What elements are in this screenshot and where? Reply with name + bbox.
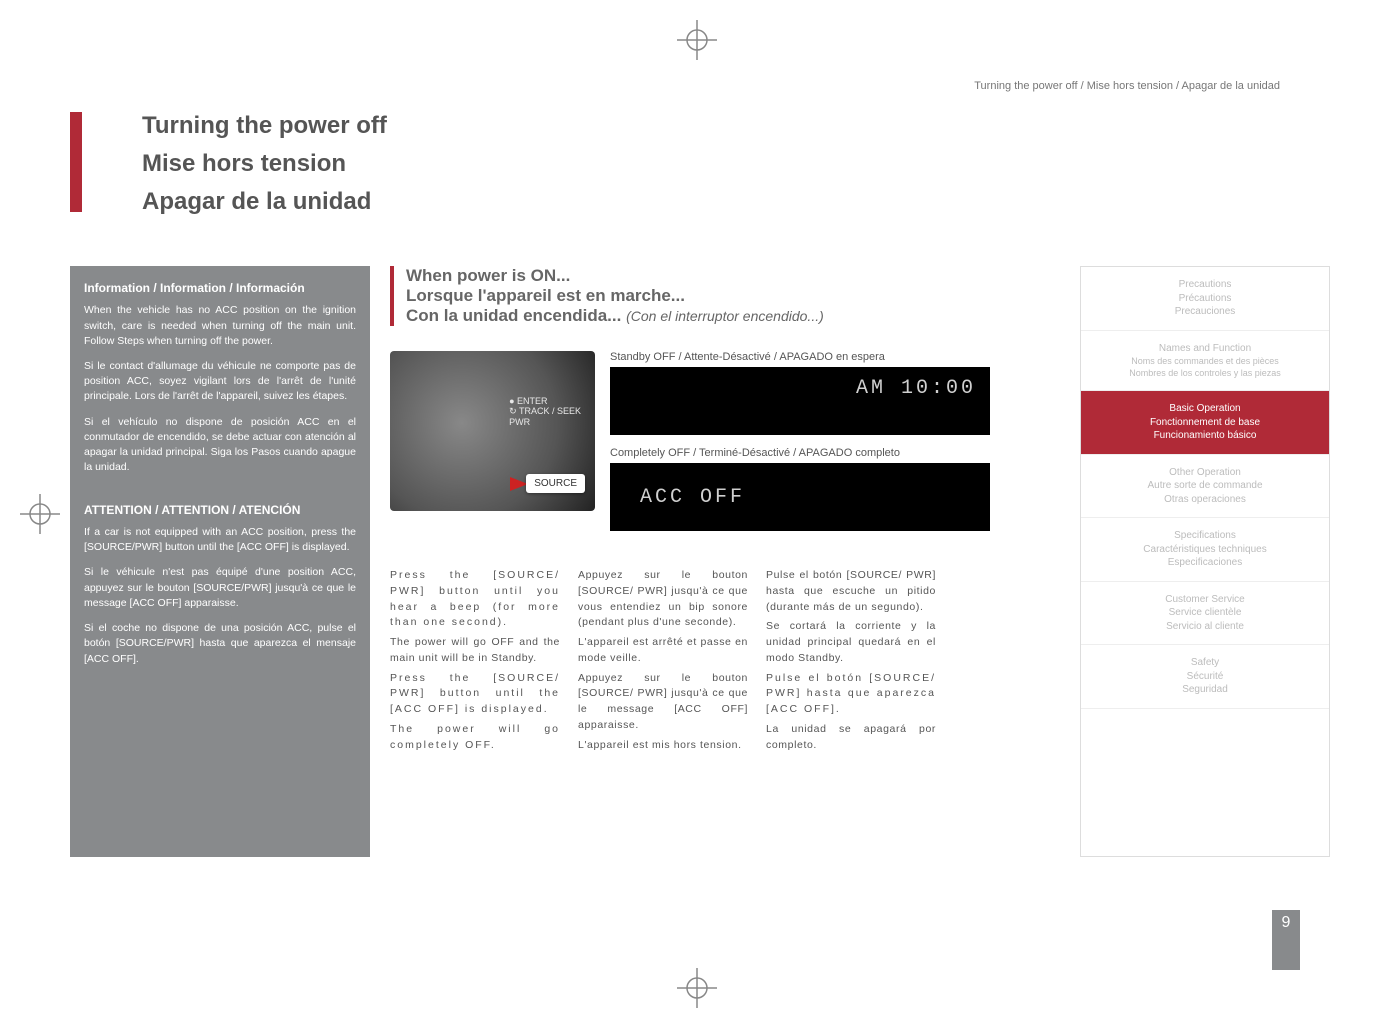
tab-label: Servicio al cliente (1087, 620, 1323, 634)
title-en: Turning the power off (142, 112, 387, 140)
knob-illustration: ● ENTER ↻ TRACK / SEEK PWR SOURCE (390, 351, 595, 511)
accent-bar (70, 112, 82, 212)
tab-label: Names and Function (1087, 342, 1323, 356)
instr-es-b: Se cortará la corriente y la unidad prin… (766, 619, 936, 666)
tab-label: Seguridad (1087, 683, 1323, 697)
tab-label: Specifications (1087, 529, 1323, 543)
running-header: Turning the power off / Mise hors tensio… (70, 80, 1330, 92)
instr-en-b: The power will go OFF and the main unit … (390, 635, 560, 667)
tab-names-function[interactable]: Names and Function Noms des commandes et… (1081, 331, 1329, 392)
knob-labels: ● ENTER ↻ TRACK / SEEK PWR (509, 396, 581, 427)
when-on-en: When power is ON... (406, 266, 990, 286)
standby-label: Standby OFF / Attente-Désactivé / APAGAD… (610, 351, 990, 363)
page-number: 9 (1272, 910, 1300, 970)
instr-fr-c: Appuyez sur le bouton [SOURCE/ PWR] jusq… (578, 671, 748, 734)
instr-fr-d: L'appareil est mis hors tension. (578, 738, 748, 754)
crop-mark-top (677, 20, 717, 60)
complete-lcd: ACC OFF (610, 463, 990, 531)
tab-label: Customer Service (1087, 593, 1323, 607)
instructions-en: Press the [SOURCE/ PWR] button until you… (390, 568, 560, 757)
standby-lcd: AM 10:00 (610, 367, 990, 435)
complete-label: Completely OFF / Terminé-Désactivé / APA… (610, 447, 990, 459)
tab-label: Précautions (1087, 292, 1323, 306)
knob-label-track: ↻ TRACK / SEEK (509, 406, 581, 417)
tab-label: Other Operation (1087, 466, 1323, 480)
tab-basic-operation[interactable]: Basic Operation Fonctionnement de base F… (1081, 391, 1329, 455)
instructions-es: Pulse el botón [SOURCE/ PWR] hasta que e… (766, 568, 936, 757)
crop-mark-left (20, 494, 60, 534)
instructions-row: Press the [SOURCE/ PWR] button until you… (390, 568, 990, 757)
info-text-fr: Si le contact d'allumage du véhicule ne … (84, 359, 356, 405)
tab-precautions[interactable]: Precautions Précautions Precauciones (1081, 267, 1329, 331)
when-power-on-box: When power is ON... Lorsque l'appareil e… (390, 266, 990, 326)
tab-label: Funcionamiento básico (1087, 429, 1323, 443)
instr-en-c: Press the [SOURCE/ PWR] button until the… (390, 671, 560, 718)
title-block: Turning the power off Mise hors tension … (70, 112, 1330, 226)
tab-safety[interactable]: Safety Sécurité Seguridad (1081, 645, 1329, 709)
page-titles: Turning the power off Mise hors tension … (142, 112, 387, 226)
display-states: Standby OFF / Attente-Désactivé / APAGAD… (610, 351, 990, 543)
attention-text-en: If a car is not equipped with an ACC pos… (84, 525, 356, 555)
instr-es-a: Pulse el botón [SOURCE/ PWR] hasta que e… (766, 568, 936, 615)
attention-text-es: Si el coche no dispone de una posición A… (84, 621, 356, 667)
tab-label: Nombres de los controles y las piezas (1087, 367, 1323, 379)
info-text-es: Si el vehículo no dispone de posición AC… (84, 415, 356, 476)
when-on-es-main: Con la unidad encendida... (406, 306, 621, 325)
instr-en-d: The power will go completely OFF. (390, 722, 560, 754)
source-tag: SOURCE (526, 474, 585, 493)
crop-mark-bottom (677, 968, 717, 1008)
title-es: Apagar de la unidad (142, 188, 387, 216)
knob-label-pwr: PWR (509, 417, 581, 427)
tab-customer-service[interactable]: Customer Service Service clientèle Servi… (1081, 582, 1329, 646)
tab-label: Autre sorte de commande (1087, 479, 1323, 493)
content-row: Information / Information / Información … (70, 266, 1330, 857)
tab-other-operation[interactable]: Other Operation Autre sorte de commande … (1081, 455, 1329, 519)
tab-label: Basic Operation (1087, 402, 1323, 416)
tab-label: Especificaciones (1087, 556, 1323, 570)
tab-label: Sécurité (1087, 670, 1323, 684)
instr-fr-b: L'appareil est arrêté et passe en mode v… (578, 635, 748, 667)
instr-fr-a: Appuyez sur le bouton [SOURCE/ PWR] jusq… (578, 568, 748, 631)
main-column: When power is ON... Lorsque l'appareil e… (390, 266, 990, 857)
instr-en-a: Press the [SOURCE/ PWR] button until you… (390, 568, 560, 631)
when-on-es: Con la unidad encendida... (Con el inter… (406, 306, 990, 326)
tab-label: Precautions (1087, 278, 1323, 292)
tab-label: Safety (1087, 656, 1323, 670)
source-callout: SOURCE (510, 474, 585, 493)
info-text-en: When the vehicle has no ACC position on … (84, 303, 356, 349)
tab-label: Otras operaciones (1087, 493, 1323, 507)
tab-label: Caractéristiques techniques (1087, 543, 1323, 557)
attention-heading: ATTENTION / ATTENTION / ATENCIÓN (84, 502, 356, 519)
knob-label-enter: ● ENTER (509, 396, 581, 406)
info-heading: Information / Information / Información (84, 280, 356, 297)
instr-es-c: Pulse el botón [SOURCE/ PWR] hasta que a… (766, 671, 936, 718)
tab-label: Noms des commandes et des pièces (1087, 355, 1323, 367)
section-tabs: Precautions Précautions Precauciones Nam… (1080, 266, 1330, 857)
tab-label: Service clientèle (1087, 606, 1323, 620)
attention-text-fr: Si le véhicule n'est pas équipé d'une po… (84, 565, 356, 611)
when-on-es-paren: (Con el interruptor encendido...) (626, 308, 824, 324)
tab-label: Fonctionnement de base (1087, 416, 1323, 430)
diagram-row: ● ENTER ↻ TRACK / SEEK PWR SOURCE Standb… (390, 351, 990, 543)
page: Turning the power off / Mise hors tensio… (70, 80, 1330, 960)
instructions-fr: Appuyez sur le bouton [SOURCE/ PWR] jusq… (578, 568, 748, 757)
when-on-fr: Lorsque l'appareil est en marche... (406, 286, 990, 306)
information-sidebar: Information / Information / Información … (70, 266, 370, 857)
tab-specifications[interactable]: Specifications Caractéristiques techniqu… (1081, 518, 1329, 582)
title-fr: Mise hors tension (142, 150, 387, 178)
instr-es-d: La unidad se apagará por completo. (766, 722, 936, 754)
tab-label: Precauciones (1087, 305, 1323, 319)
